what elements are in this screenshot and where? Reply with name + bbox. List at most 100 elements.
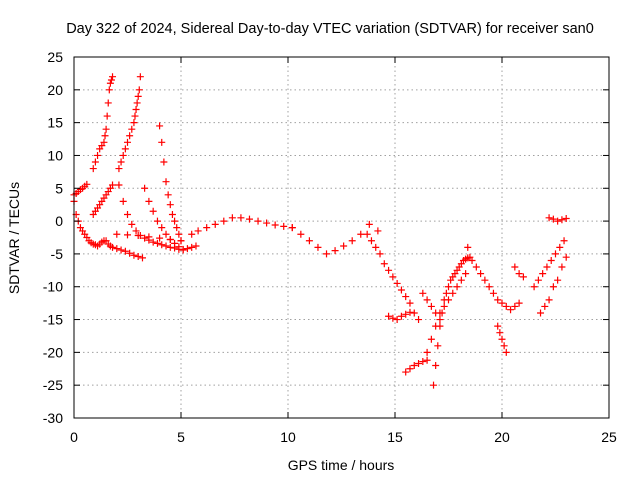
data-point	[119, 197, 127, 205]
data-point	[220, 217, 228, 225]
data-point	[130, 119, 138, 127]
data-point	[124, 231, 131, 239]
y-tick-label: 10	[47, 147, 63, 163]
data-point	[121, 145, 129, 153]
data-point	[158, 241, 166, 249]
satellite-arc-1	[70, 197, 114, 250]
data-point	[402, 310, 410, 318]
data-point	[498, 335, 506, 343]
data-point	[442, 289, 450, 297]
data-point	[113, 245, 121, 253]
data-point	[162, 178, 170, 186]
data-point	[453, 283, 461, 291]
data-point	[502, 302, 510, 310]
data-point	[410, 361, 418, 369]
data-point	[175, 230, 183, 238]
data-point	[549, 215, 557, 223]
data-point	[393, 316, 401, 324]
satellite-arc-6	[115, 73, 144, 173]
satellite-arc-25	[545, 214, 570, 225]
x-axis-label: GPS time / hours	[288, 457, 395, 473]
data-point	[547, 256, 555, 264]
data-point	[397, 286, 405, 294]
data-point	[134, 92, 142, 100]
data-point	[134, 232, 142, 240]
data-point	[406, 299, 414, 307]
data-point	[141, 184, 149, 192]
data-point	[128, 125, 136, 133]
data-point	[156, 122, 164, 130]
data-point	[156, 234, 164, 242]
data-point	[171, 217, 179, 225]
satellite-arc-2	[70, 180, 91, 199]
data-point	[432, 322, 440, 330]
data-point	[130, 251, 138, 259]
data-point	[164, 191, 172, 199]
satellite-arc-15	[402, 356, 431, 376]
data-point	[132, 106, 140, 114]
data-point	[489, 289, 497, 297]
y-tick-label: -30	[43, 410, 63, 426]
satellite-arc-4	[89, 73, 117, 173]
data-point	[102, 125, 110, 133]
data-point	[552, 250, 559, 258]
data-point	[136, 73, 144, 81]
data-point	[124, 211, 131, 219]
data-point	[402, 368, 410, 376]
satellite-arc-5	[109, 243, 146, 262]
y-axis-tick-labels: -30 -25 -20 -15 -10 -5 0 5 10 15 20 25	[43, 49, 63, 426]
data-point	[297, 230, 305, 238]
data-point	[432, 309, 440, 317]
data-point	[445, 283, 452, 291]
y-tick-label: -5	[51, 246, 64, 262]
data-point	[211, 220, 219, 228]
data-point	[124, 138, 131, 146]
satellite-arc-12	[288, 220, 382, 258]
data-point	[494, 322, 502, 330]
data-point	[515, 299, 523, 307]
data-point	[162, 242, 170, 250]
data-point	[158, 138, 166, 146]
data-point	[472, 263, 480, 271]
data-point	[498, 299, 506, 307]
data-point	[166, 243, 174, 251]
satellite-arc-24	[537, 253, 570, 317]
data-point	[445, 296, 452, 304]
satellite-arc-7	[115, 181, 200, 254]
satellite-arc-13	[363, 230, 423, 324]
data-point	[432, 361, 440, 369]
data-point	[457, 276, 465, 284]
data-point	[543, 263, 551, 271]
data-point	[537, 309, 545, 317]
data-point	[481, 276, 489, 284]
data-point	[254, 217, 262, 225]
x-tick-label: 10	[280, 429, 296, 445]
data-point	[128, 220, 136, 228]
data-point	[462, 270, 470, 278]
data-point	[280, 222, 288, 230]
data-point	[511, 263, 519, 271]
data-point	[194, 227, 202, 235]
data-point	[423, 296, 431, 304]
data-point	[545, 296, 553, 304]
data-point	[160, 158, 168, 166]
data-point	[393, 279, 401, 287]
data-point	[385, 312, 393, 320]
satellite-arc-14	[385, 308, 414, 324]
data-point	[109, 181, 117, 189]
data-point	[183, 245, 191, 253]
data-point	[323, 250, 331, 258]
data-point	[263, 219, 271, 227]
data-point	[132, 227, 140, 235]
data-point	[166, 201, 174, 209]
data-point	[376, 250, 384, 258]
data-point	[188, 230, 196, 238]
data-point	[410, 309, 418, 317]
data-point	[558, 263, 566, 271]
data-points	[70, 73, 570, 389]
data-point	[153, 217, 161, 225]
data-point	[365, 220, 373, 228]
x-tick-label: 5	[177, 429, 185, 445]
data-point	[138, 254, 146, 262]
